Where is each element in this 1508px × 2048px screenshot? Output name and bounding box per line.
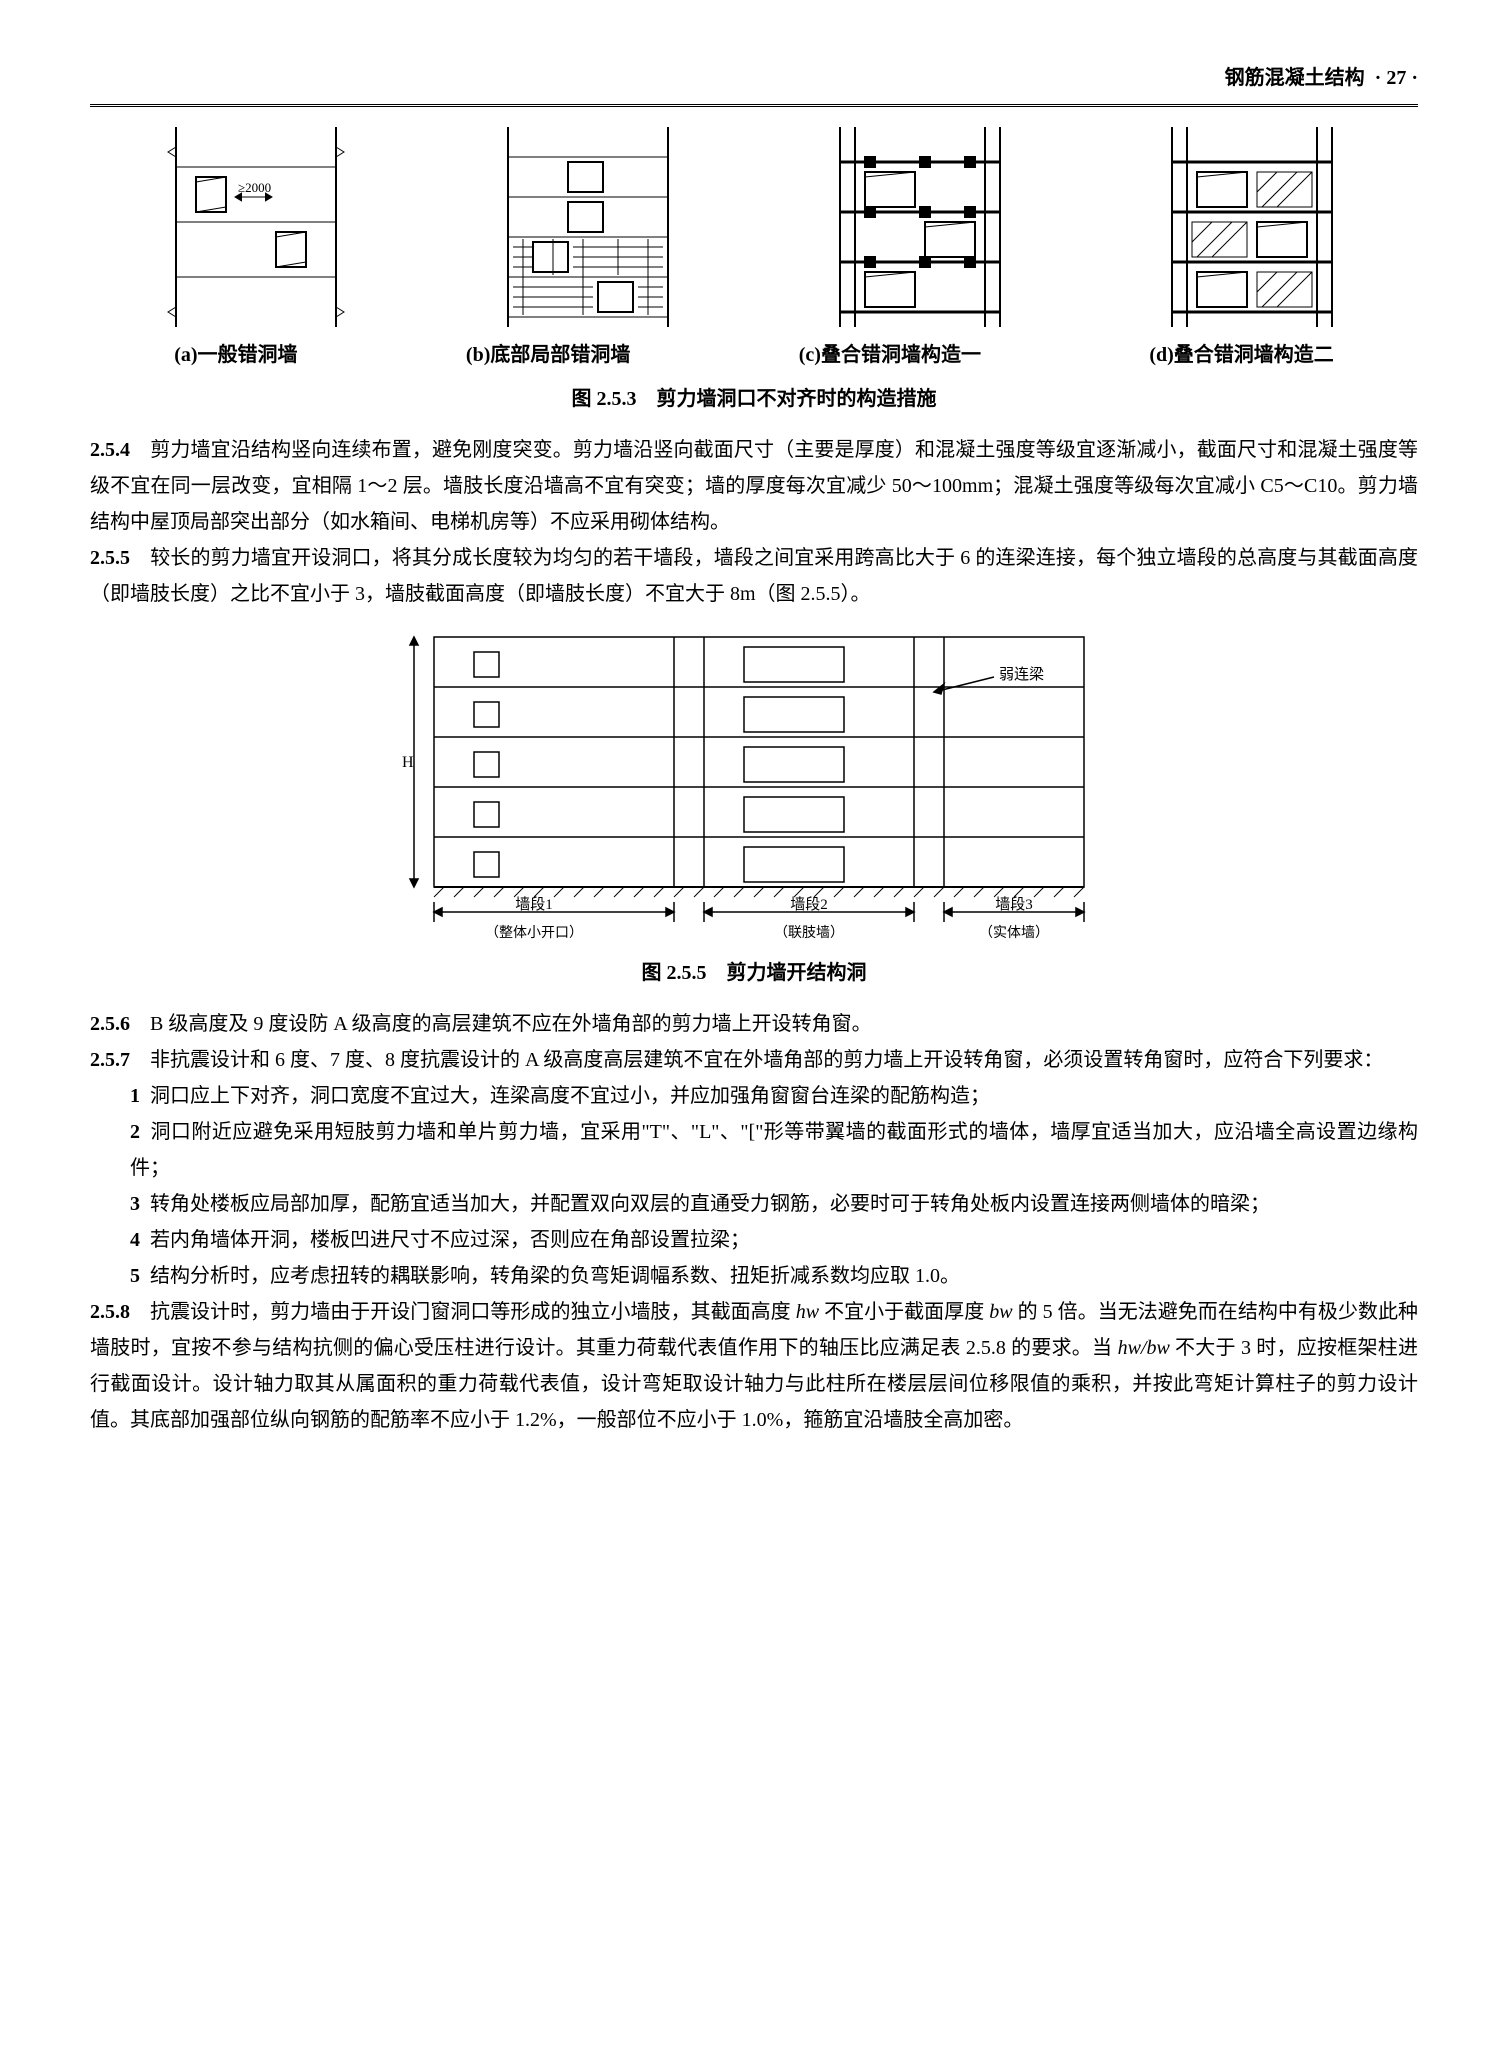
fig255-wrap: H 弱连梁 墙段1 （整体小开口） 墙段2 （联肢墙） 墙段3 （实体墙） (90, 627, 1418, 947)
num-4: 4 (130, 1229, 140, 1251)
sec-num-258: 2.5.8 (90, 1301, 130, 1323)
page-header: 钢筋混凝土结构 · 27 · (90, 60, 1418, 107)
fig255-diagram: H 弱连梁 墙段1 （整体小开口） 墙段2 （联肢墙） 墙段3 （实体墙） (374, 627, 1134, 947)
fig255-seg1-top: 墙段1 (515, 896, 553, 913)
para-255: 2.5.5 较长的剪力墙宜开设洞口，将其分成长度较为均匀的若干墙段，墙段之间宜采… (90, 540, 1418, 612)
sec-text-255: 较长的剪力墙宜开设洞口，将其分成长度较为均匀的若干墙段，墙段之间宜采用跨高比大于… (90, 547, 1418, 605)
sec258-hw: hw (796, 1301, 819, 1323)
sec-text-254: 剪力墙宜沿结构竖向连续布置，避免刚度突变。剪力墙沿竖向截面尺寸（主要是厚度）和混… (90, 439, 1418, 533)
sec-num-256: 2.5.6 (90, 1013, 130, 1035)
fig253-label-b: (b)底部局部错洞墙 (466, 337, 630, 373)
fig253-caption: 图 2.5.3 剪力墙洞口不对齐时的构造措施 (90, 381, 1418, 417)
item-257-2: 2洞口附近应避免采用短肢剪力墙和单片剪力墙，宜采用"T"、"L"、"["形等带翼… (130, 1114, 1418, 1186)
fig253-panel-a: ≥2000 (146, 127, 366, 327)
item-text-3: 转角处楼板应局部加厚，配筋宜适当加大，并配置双向双层的直通受力钢筋，必要时可于转… (150, 1193, 1270, 1215)
header-page: · 27 · (1375, 67, 1418, 89)
para-257: 2.5.7 非抗震设计和 6 度、7 度、8 度抗震设计的 A 级高度高层建筑不… (90, 1042, 1418, 1078)
sec258-bw: bw (989, 1301, 1012, 1323)
fig255-seg3-bot: （实体墙） (979, 925, 1049, 941)
header-title: 钢筋混凝土结构 (1225, 67, 1365, 89)
fig253-label-a: (a)一般错洞墙 (174, 337, 297, 373)
fig255-beam-label: 弱连梁 (999, 666, 1044, 683)
para-256: 2.5.6 B 级高度及 9 度设防 A 级高度的高层建筑不应在外墙角部的剪力墙… (90, 1006, 1418, 1042)
item-text-4: 若内角墙体开洞，楼板凹进尺寸不应过深，否则应在角部设置拉梁； (150, 1229, 750, 1251)
item-text-5: 结构分析时，应考虑扭转的耦联影响，转角梁的负弯矩调幅系数、扭矩折减系数均应取 1… (150, 1265, 960, 1287)
item-257-3: 3 转角处楼板应局部加厚，配筋宜适当加大，并配置双向双层的直通受力钢筋，必要时可于… (130, 1186, 1418, 1222)
fig253-panel-c (810, 127, 1030, 327)
item-257-4: 4 若内角墙体开洞，楼板凹进尺寸不应过深，否则应在角部设置拉梁； (130, 1222, 1418, 1258)
sec-text-257: 非抗震设计和 6 度、7 度、8 度抗震设计的 A 级高度高层建筑不宜在外墙角部… (150, 1049, 1383, 1071)
sec-num-255: 2.5.5 (90, 547, 130, 569)
sec258-t1: 抗震设计时，剪力墙由于开设门窗洞口等形成的独立小墙肢，其截面高度 (150, 1301, 796, 1323)
sec-text-256: B 级高度及 9 度设防 A 级高度的高层建筑不应在外墙角部的剪力墙上开设转角窗… (150, 1013, 872, 1035)
sec-num-257: 2.5.7 (90, 1049, 130, 1071)
num-3: 3 (130, 1193, 140, 1215)
sec258-t2: 不宜小于截面厚度 (819, 1301, 989, 1323)
fig255-seg2-top: 墙段2 (790, 896, 828, 913)
sec258-ratio: hw/bw (1118, 1337, 1170, 1359)
para-254: 2.5.4 剪力墙宜沿结构竖向连续布置，避免刚度突变。剪力墙沿竖向截面尺寸（主要… (90, 432, 1418, 540)
fig255-seg3-top: 墙段3 (995, 896, 1033, 913)
fig255-seg1-bot: （整体小开口） (485, 925, 583, 941)
item-text-1: 洞口应上下对齐，洞口宽度不宜过大，连梁高度不宜过小，并应加强角窗窗台连梁的配筋构… (150, 1085, 990, 1107)
item-text-2: 洞口附近应避免采用短肢剪力墙和单片剪力墙，宜采用"T"、"L"、"["形等带翼墙… (130, 1121, 1418, 1179)
fig255-caption: 图 2.5.5 剪力墙开结构洞 (90, 955, 1418, 991)
num-5: 5 (130, 1265, 140, 1287)
para-258: 2.5.8 抗震设计时，剪力墙由于开设门窗洞口等形成的独立小墙肢，其截面高度 h… (90, 1294, 1418, 1438)
item-257-5: 5 结构分析时，应考虑扭转的耦联影响，转角梁的负弯矩调幅系数、扭矩折减系数均应取 … (130, 1258, 1418, 1294)
item-257-1: 1 洞口应上下对齐，洞口宽度不宜过大，连梁高度不宜过小，并应加强角窗窗台连梁的配筋… (130, 1078, 1418, 1114)
fig253-a-dim: ≥2000 (238, 180, 271, 195)
fig253-panel-b (478, 127, 698, 327)
num-1: 1 (130, 1085, 140, 1107)
num-2: 2 (130, 1121, 140, 1143)
fig253-row: ≥2000 (90, 127, 1418, 327)
fig253-labels: (a)一般错洞墙 (b)底部局部错洞墙 (c)叠合错洞墙构造一 (d)叠合错洞墙… (90, 337, 1418, 373)
fig253-label-d: (d)叠合错洞墙构造二 (1149, 337, 1333, 373)
fig255-h-label: H (402, 754, 414, 771)
fig253-label-c: (c)叠合错洞墙构造一 (799, 337, 981, 373)
fig253-panel-d (1142, 127, 1362, 327)
sec-num-254: 2.5.4 (90, 439, 130, 461)
fig255-seg2-bot: （联肢墙） (774, 925, 844, 941)
